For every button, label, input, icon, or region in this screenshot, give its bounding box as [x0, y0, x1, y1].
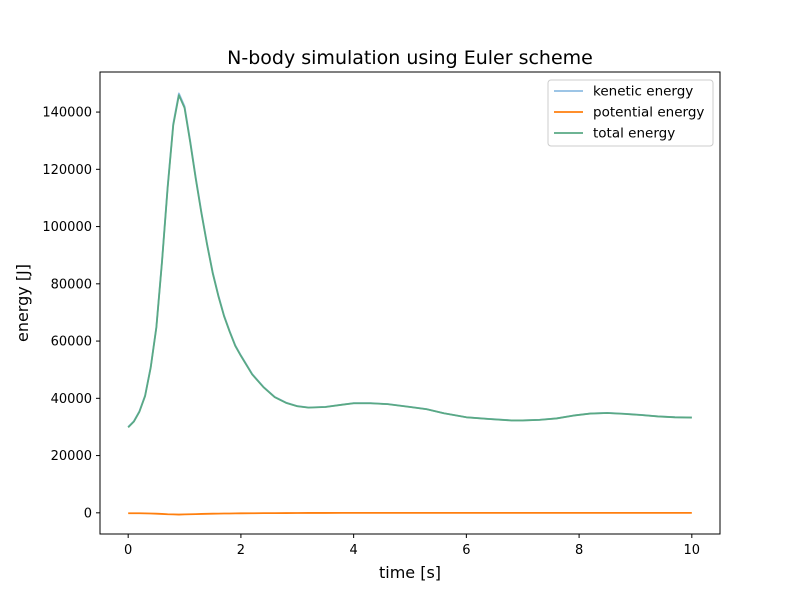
plot-frame: [99, 71, 721, 535]
y-tick-label: 100000: [42, 220, 92, 235]
x-axis-label: time [s]: [379, 563, 441, 582]
series-line-3: [127, 94, 692, 429]
x-tick-label: 6: [462, 543, 470, 558]
x-tick-label: 2: [237, 543, 245, 558]
chart-title: N-body simulation using Euler scheme: [227, 47, 593, 69]
y-tick-label: 80000: [51, 277, 92, 292]
legend: kenetic energy potential energy total ener…: [547, 79, 714, 147]
y-tick-label: 40000: [51, 392, 92, 407]
y-tick-label: 60000: [51, 335, 92, 350]
y-tick-label: 120000: [42, 163, 92, 178]
x-axis: 0 2 4 6 8 10: [124, 534, 700, 558]
x-tick-label: 0: [124, 543, 132, 558]
legend-box: [547, 79, 714, 147]
y-tick-label: 140000: [42, 106, 92, 121]
legend-label: total energy: [593, 126, 675, 142]
x-tick-label: 10: [684, 543, 701, 558]
y-tick-label: 20000: [51, 449, 92, 464]
legend-label: potential energy: [593, 105, 704, 121]
plot-lines: [127, 92, 692, 516]
series-line-2: [128, 512, 692, 516]
y-axis: 0 20000 40000 60000 80000 100000 120000 140000: [42, 106, 100, 521]
x-tick-label: 4: [349, 543, 357, 558]
x-tick-label: 8: [575, 543, 583, 558]
y-tick-label: 0: [84, 506, 92, 521]
legend-label: kenetic energy: [593, 84, 693, 100]
y-axis-label: energy [J]: [13, 264, 32, 342]
